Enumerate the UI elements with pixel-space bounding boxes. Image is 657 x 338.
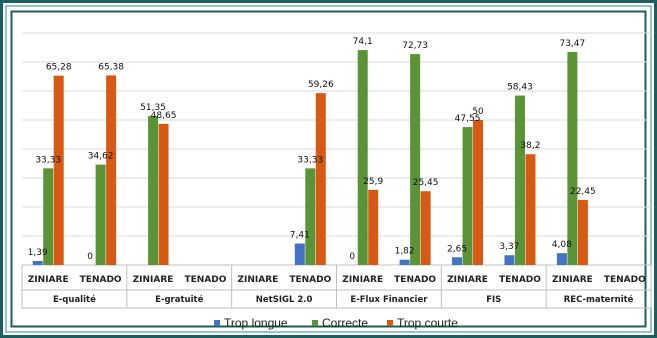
data-label: 38,2 <box>520 141 540 151</box>
bar <box>53 75 64 265</box>
x-tick-label: TENADO <box>604 275 646 285</box>
x-axis: ZINIARE TENADO ZINIARE TENADO ZINIARE TENADO Z… <box>21 265 652 309</box>
bar <box>305 168 316 265</box>
bar <box>368 189 379 265</box>
data-label: 1,82 <box>395 247 415 257</box>
bar <box>294 243 305 265</box>
legend-swatch <box>214 320 220 326</box>
x-tick-label: TENADO <box>394 275 436 285</box>
bar <box>148 116 159 266</box>
legend-swatch <box>387 320 393 326</box>
data-labels: 1,39 0 7,41 0 1,82 2,65 3,37 4,08 33,33 34,62 51,3… <box>28 37 596 262</box>
bar <box>567 51 578 266</box>
group-label: E-gratuité <box>155 294 203 305</box>
x-tick-label: TENADO <box>499 275 541 285</box>
group-label: E-Flux Financier <box>350 295 428 305</box>
bar <box>462 127 473 265</box>
data-label: 73,47 <box>559 39 585 49</box>
data-label: 72,73 <box>402 41 428 51</box>
group-label: FIS <box>486 295 501 305</box>
data-label: 33,33 <box>35 155 61 165</box>
frame-inner <box>5 5 652 333</box>
x-tick-label: ZINIARE <box>237 275 278 285</box>
data-label: 0 <box>349 252 355 262</box>
data-label: 33,33 <box>297 155 323 165</box>
bar <box>315 93 326 266</box>
data-label: 3,37 <box>499 242 519 252</box>
bar <box>504 255 515 265</box>
x-tick-label: ZINIARE <box>28 275 69 285</box>
x-tick-label: TENADO <box>80 275 122 285</box>
legend-label: Correcte <box>322 316 368 330</box>
bar <box>525 154 536 265</box>
bar <box>106 75 117 265</box>
data-label: 65,28 <box>46 63 72 73</box>
data-label: 74,1 <box>353 37 373 47</box>
data-label: 1,39 <box>28 248 48 258</box>
bar <box>43 168 54 265</box>
x-tick-label: ZINIARE <box>133 275 174 285</box>
bars <box>32 50 588 266</box>
legend-label: Trop courte <box>397 316 458 330</box>
data-label: 25,9 <box>363 177 383 187</box>
frame-inner-2 <box>10 10 647 328</box>
data-label: 47,55 <box>455 114 481 124</box>
bar <box>556 253 567 265</box>
group-label: E-qualité <box>53 294 96 305</box>
x-tick-label: TENADO <box>185 275 227 285</box>
bar <box>420 191 431 265</box>
bar <box>158 123 169 265</box>
data-label: 65,38 <box>98 62 124 72</box>
group-label: REC-maternité <box>564 294 634 305</box>
bar <box>577 199 588 265</box>
bar <box>357 50 368 265</box>
group-label: NetSIGL 2.0 <box>256 295 313 305</box>
x-tick-label: ZINIARE <box>342 275 383 285</box>
data-label: 51,35 <box>140 103 166 113</box>
data-label: 4,08 <box>552 240 572 250</box>
bar <box>514 95 525 265</box>
data-label: 22,45 <box>570 187 596 197</box>
bar <box>95 164 106 265</box>
data-label: 25,45 <box>413 178 439 188</box>
data-label: 0 <box>87 252 93 262</box>
data-label: 2,65 <box>447 244 467 254</box>
data-label: 7,41 <box>290 231 310 241</box>
x-tick-label: ZINIARE <box>447 275 488 285</box>
bar <box>399 259 410 265</box>
x-tick-label: TENADO <box>289 275 331 285</box>
data-label: 48,65 <box>151 111 177 121</box>
legend-swatch <box>312 320 318 326</box>
x-tick-label: ZINIARE <box>552 275 593 285</box>
legend: Trop longue Correcte Trop courte <box>214 316 458 330</box>
data-label: 58,43 <box>507 83 533 93</box>
data-label: 50 <box>472 107 484 117</box>
bar <box>452 257 463 265</box>
bar <box>410 54 421 265</box>
legend-label: Trop longue <box>224 316 288 330</box>
data-label: 59,26 <box>308 80 334 90</box>
data-label: 34,62 <box>88 152 114 162</box>
bar <box>32 260 43 265</box>
bar <box>473 120 484 265</box>
